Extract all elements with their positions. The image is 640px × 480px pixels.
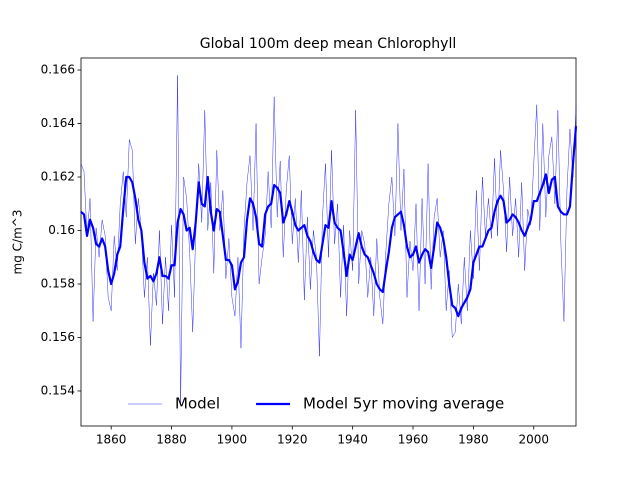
y-tick-label: 0.164 xyxy=(41,116,75,130)
x-tick-label: 1960 xyxy=(398,433,429,447)
y-tick-label: 0.16 xyxy=(48,223,75,237)
series-line xyxy=(80,75,577,405)
x-tick-label: 1880 xyxy=(156,433,187,447)
chart-title: Global 100m deep mean Chlorophyll xyxy=(200,36,456,52)
legend-label: Model 5yr moving average xyxy=(303,395,504,413)
x-tick-label: 1860 xyxy=(96,433,127,447)
y-tick-label: 0.162 xyxy=(41,170,75,184)
plot-frame xyxy=(80,57,577,427)
y-axis-label: mg C/m^3 xyxy=(11,210,25,275)
series-line xyxy=(80,126,578,318)
x-tick-label: 1920 xyxy=(277,433,308,447)
x-tick-label: 1940 xyxy=(337,433,368,447)
legend-label: Model xyxy=(175,395,220,413)
y-tick-label: 0.166 xyxy=(41,63,75,77)
x-tick-label: 1980 xyxy=(458,433,489,447)
y-tick-label: 0.154 xyxy=(41,383,75,397)
y-tick-label: 0.156 xyxy=(41,330,75,344)
x-tick-label: 1900 xyxy=(217,433,248,447)
y-tick-label: 0.158 xyxy=(41,276,75,290)
x-tick-label: 2000 xyxy=(518,433,549,447)
